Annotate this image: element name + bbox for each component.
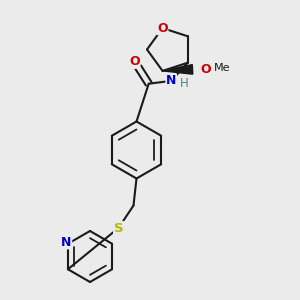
Text: S: S [114, 221, 123, 235]
Text: O: O [200, 63, 211, 76]
Text: N: N [166, 74, 176, 87]
Text: O: O [157, 22, 168, 34]
Text: O: O [129, 55, 140, 68]
Polygon shape [163, 64, 193, 74]
Text: H: H [180, 76, 189, 90]
Text: Me: Me [214, 63, 231, 73]
Text: N: N [61, 236, 72, 249]
